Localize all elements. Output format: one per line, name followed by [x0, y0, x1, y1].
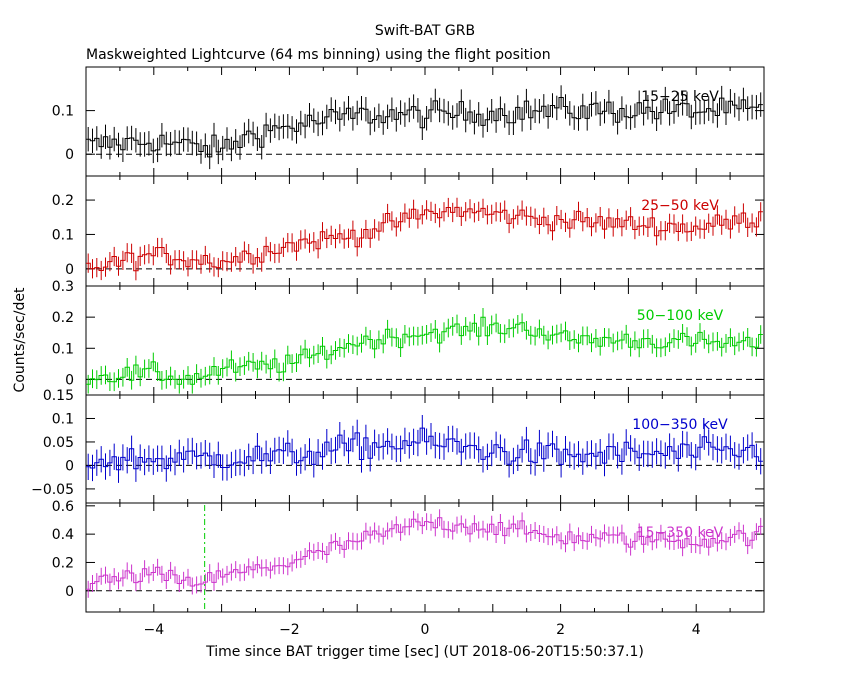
y-tick-label: 0.1: [52, 104, 74, 120]
band-label: 25−50 keV: [641, 198, 719, 214]
x-tick-label: 0: [421, 622, 430, 638]
series-line: [86, 517, 763, 590]
panel-2: 0 0.1 0.2 25−50 keV: [52, 175, 765, 287]
y-tick-label: 0.3: [52, 279, 74, 295]
band-label: 50−100 keV: [637, 308, 724, 324]
band-label: 15−25 keV: [641, 89, 719, 105]
y-tick-label: 0.2: [52, 193, 74, 209]
y-tick-label: 0: [65, 372, 74, 388]
y-tick-label: 0: [65, 147, 74, 163]
y-tick-label: 0.1: [52, 411, 74, 427]
x-tick-label: 4: [692, 622, 701, 638]
series-line: [86, 427, 763, 471]
y-tick-label: 0.15: [43, 388, 74, 404]
panel-1: 0 0.1 15−25 keV: [52, 66, 765, 177]
band-label: 15−350 keV: [637, 525, 724, 541]
panel-3: 0 0.1 0.2 0.3 50−100 keV: [52, 279, 765, 396]
chart-title: Swift-BAT GRB: [375, 23, 475, 39]
y-tick-label: 0.2: [52, 310, 74, 326]
chart-subtitle: Maskweighted Lightcurve (64 ms binning) …: [86, 47, 551, 63]
y-axis-label: Counts/sec/det: [12, 287, 28, 392]
x-axis-label: Time since BAT trigger time [sec] (UT 20…: [205, 644, 644, 660]
panel-5: 0 0.2 0.4 0.6 15−350 keV: [52, 499, 765, 613]
panels-group: 0 0.1 15−25 keV 0 0.1 0.2 25−50 keV 0 0.1 0.2 0.3 5…: [31, 66, 765, 638]
band-label: 100−350 keV: [632, 417, 728, 433]
x-tick-label: −4: [143, 622, 164, 638]
y-tick-label: 0.4: [52, 527, 74, 543]
x-tick-label: −2: [279, 622, 300, 638]
series-line: [86, 316, 763, 385]
y-tick-label: 0: [65, 458, 74, 474]
y-tick-label: 0: [65, 262, 74, 278]
y-tick-label: 0.1: [52, 227, 74, 243]
y-tick-label: 0.6: [52, 499, 74, 515]
y-tick-label: 0.05: [43, 435, 74, 451]
panel-frame: [85, 502, 765, 613]
panel-4: −0.05 0 0.05 0.1 0.15 100−350 keV: [31, 388, 765, 504]
series-line: [86, 206, 763, 272]
y-tick-label: −0.05: [31, 482, 74, 498]
series-line: [86, 97, 763, 158]
x-tick-label: 2: [556, 622, 565, 638]
y-tick-label: 0.2: [52, 555, 74, 571]
y-tick-label: 0: [65, 584, 74, 600]
y-tick-label: 0.1: [52, 341, 74, 357]
